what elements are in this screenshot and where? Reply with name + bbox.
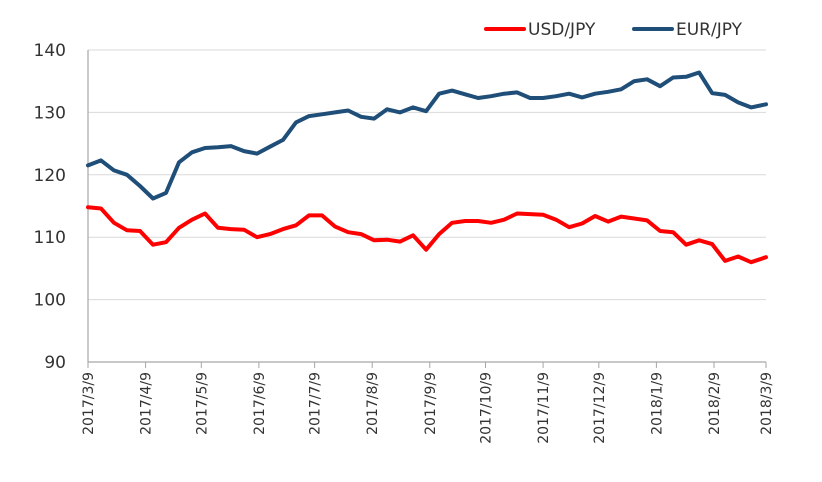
x-tick-label: 2017/9/9 bbox=[423, 372, 439, 435]
series-line-usd-jpy bbox=[86, 205, 768, 265]
x-tick-label: 2018/1/9 bbox=[649, 372, 665, 435]
y-axis-tick-labels: 140 130 120 110 100 90 bbox=[34, 41, 66, 373]
x-tick-label: 2017/10/9 bbox=[479, 372, 495, 444]
x-tick-label: 2018/2/9 bbox=[707, 372, 723, 435]
y-tick-label: 130 bbox=[34, 103, 66, 123]
x-tick-label: 2017/8/9 bbox=[365, 372, 381, 435]
legend-label: EUR/JPY bbox=[676, 20, 743, 40]
y-tick-label: 90 bbox=[44, 353, 66, 373]
legend-label: USD/JPY bbox=[528, 20, 596, 40]
x-tick-label: 2017/6/9 bbox=[252, 372, 268, 435]
y-tick-label: 140 bbox=[34, 41, 66, 61]
x-tick-label: 2017/12/9 bbox=[592, 372, 608, 444]
y-tick-label: 100 bbox=[34, 291, 66, 311]
y-tick-label: 120 bbox=[34, 166, 66, 186]
x-tick-label: 2017/5/9 bbox=[194, 372, 210, 435]
x-tick-label: 2018/3/9 bbox=[759, 372, 775, 435]
x-tick-label: 2017/3/9 bbox=[81, 372, 97, 435]
legend: USD/JPY EUR/JPY bbox=[484, 20, 743, 40]
x-tick-label: 2017/4/9 bbox=[139, 372, 155, 435]
x-tick-label: 2017/7/9 bbox=[308, 372, 324, 435]
x-tick-label: 2017/11/9 bbox=[536, 372, 552, 444]
y-tick-label: 110 bbox=[34, 228, 66, 248]
series-line-eur-jpy bbox=[86, 70, 768, 201]
x-axis: 2017/3/9 2017/4/9 2017/5/9 2017/6/9 2017/7/9… bbox=[81, 50, 775, 444]
gridlines bbox=[88, 49, 766, 301]
series-lines bbox=[86, 70, 768, 265]
